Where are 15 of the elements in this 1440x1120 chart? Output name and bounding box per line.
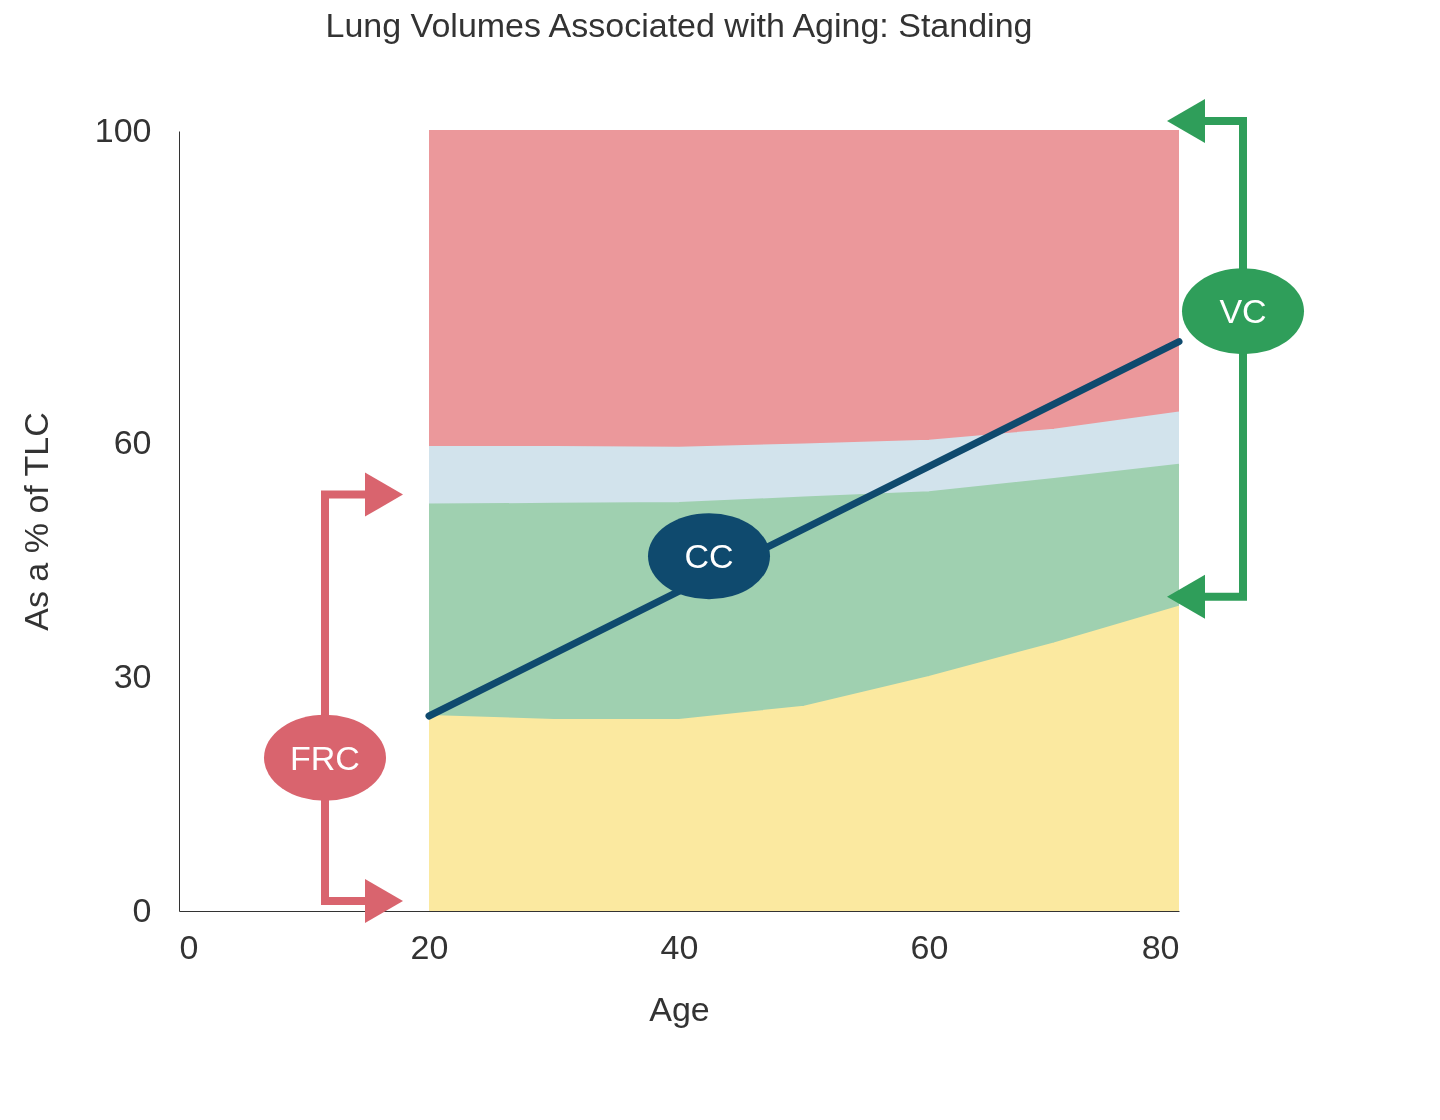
- chart-title: Lung Volumes Associated with Aging: Standing: [325, 6, 1033, 44]
- y-tick-label: 100: [94, 110, 152, 149]
- x-tick-label: 0: [179, 927, 199, 966]
- y-tick-label: 60: [113, 422, 152, 461]
- text: VC: [1219, 292, 1267, 331]
- x-tick-label: 80: [1141, 927, 1180, 966]
- annotation: FRC: [290, 738, 360, 777]
- series-label: CC: [684, 537, 734, 576]
- y-tick-label: 30: [113, 656, 152, 695]
- x-axis-title: Age: [649, 989, 710, 1028]
- x-tick-label: 40: [660, 927, 699, 966]
- x-tick-label: 60: [910, 927, 949, 966]
- y-axis-title: As a % of TLC: [16, 412, 55, 631]
- x-tick-label: 20: [410, 927, 449, 966]
- y-tick-label: 0: [132, 890, 152, 929]
